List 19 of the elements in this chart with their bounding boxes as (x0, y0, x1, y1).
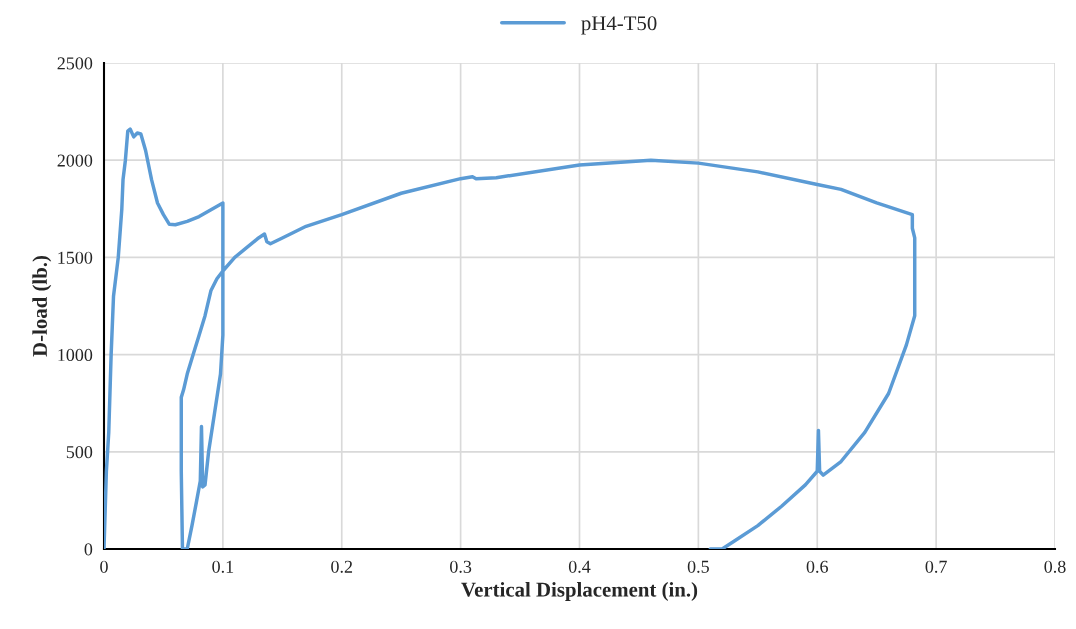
x-tick-label: 0.3 (450, 560, 472, 573)
line-series (104, 127, 917, 549)
x-tick-label: 0.5 (687, 560, 709, 573)
x-tick-label: 0.6 (806, 560, 828, 573)
x-tick-label: 0.8 (1044, 560, 1066, 573)
x-tick-label: 0 (100, 560, 108, 573)
y-axis-title: D-load (lb.) (32, 255, 52, 357)
x-tick-label: 0.2 (331, 560, 353, 573)
legend-label: pH4-T50 (581, 16, 657, 35)
x-tick-label: 0.4 (568, 560, 591, 573)
y-tick-label: 500 (66, 446, 93, 459)
y-tick-label: 1000 (58, 348, 93, 362)
x-axis-title: Vertical Displacement (in.) (461, 582, 698, 601)
x-tick-label: 0.7 (925, 560, 947, 573)
y-tick-label: 1500 (58, 251, 93, 264)
y-tick-label: 2500 (57, 57, 93, 70)
y-tick-label: 0 (84, 543, 93, 556)
y-tick-label: 2000 (57, 154, 93, 167)
x-tick-label: 0.1 (212, 560, 234, 573)
